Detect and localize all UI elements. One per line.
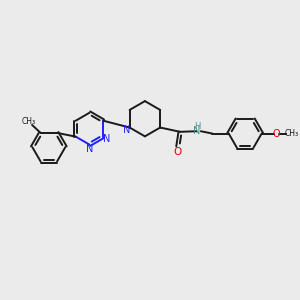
Text: N: N	[86, 144, 93, 154]
Text: CH₃: CH₃	[285, 129, 299, 138]
Text: N: N	[123, 125, 130, 135]
Text: N: N	[103, 134, 110, 145]
Text: H: H	[194, 122, 200, 131]
Text: O: O	[174, 147, 182, 157]
Text: O: O	[273, 128, 280, 139]
Text: N: N	[193, 126, 200, 136]
Text: CH₃: CH₃	[22, 117, 36, 126]
